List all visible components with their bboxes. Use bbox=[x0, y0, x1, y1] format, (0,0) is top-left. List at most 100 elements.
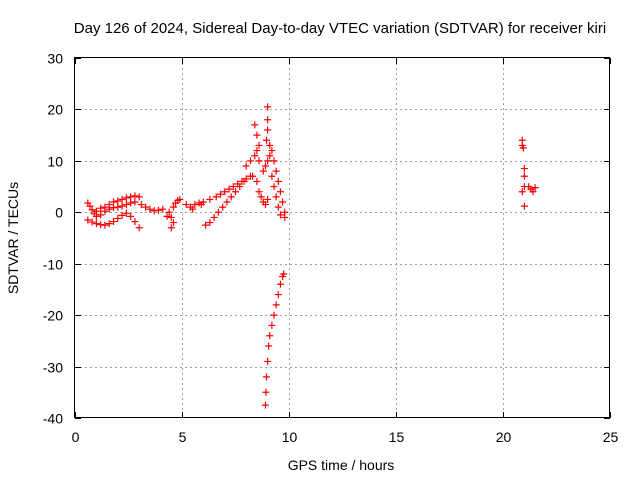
data-point bbox=[122, 201, 130, 209]
data-point bbox=[274, 203, 282, 211]
data-point bbox=[210, 213, 218, 221]
data-point bbox=[84, 216, 92, 224]
data-point bbox=[101, 221, 109, 229]
data-point bbox=[225, 185, 233, 193]
data-point bbox=[251, 152, 259, 160]
data-point bbox=[264, 157, 272, 165]
data-point bbox=[146, 205, 154, 213]
y-tick-label: 20 bbox=[47, 102, 63, 118]
data-point bbox=[266, 332, 274, 340]
data-point bbox=[131, 198, 139, 206]
y-tick-label: 0 bbox=[55, 205, 63, 221]
data-point bbox=[253, 131, 261, 139]
data-point bbox=[253, 177, 261, 185]
x-tick-label: 15 bbox=[389, 429, 405, 445]
data-point bbox=[223, 198, 231, 206]
data-point bbox=[97, 204, 105, 212]
data-point bbox=[182, 201, 190, 209]
data-point bbox=[268, 172, 276, 180]
data-point bbox=[135, 224, 143, 232]
data-point bbox=[264, 357, 272, 365]
data-point bbox=[263, 373, 271, 381]
axis-ticks: 0 5 10 15 20 25 -40 -30 -20 -10 0 10 20 30 bbox=[43, 51, 619, 446]
y-tick-label: 30 bbox=[47, 51, 63, 67]
y-tick-label: -20 bbox=[43, 308, 63, 324]
data-point bbox=[92, 220, 100, 228]
x-tick-label: 10 bbox=[282, 429, 298, 445]
data-point bbox=[270, 183, 278, 191]
data-point bbox=[101, 207, 109, 215]
data-point bbox=[122, 209, 130, 217]
data-point bbox=[206, 219, 214, 227]
data-point bbox=[263, 136, 271, 144]
data-point bbox=[236, 183, 244, 191]
y-tick-label: -10 bbox=[43, 257, 63, 273]
data-point bbox=[105, 205, 113, 213]
data-point bbox=[518, 188, 526, 196]
data-point bbox=[92, 207, 100, 215]
data-point bbox=[127, 193, 135, 201]
data-point bbox=[270, 311, 278, 319]
data-point bbox=[227, 193, 235, 201]
data-point bbox=[264, 195, 272, 203]
data-point bbox=[280, 270, 288, 278]
data-point bbox=[206, 195, 214, 203]
x-tick-label: 25 bbox=[603, 429, 619, 445]
data-point bbox=[264, 116, 272, 124]
data-point bbox=[118, 195, 126, 203]
data-point bbox=[272, 167, 280, 175]
data-point bbox=[110, 218, 118, 226]
data-point bbox=[88, 206, 96, 214]
data-point bbox=[264, 103, 272, 111]
data-point bbox=[86, 202, 94, 210]
data-point bbox=[270, 157, 278, 165]
data-point bbox=[276, 280, 284, 288]
data-point bbox=[264, 126, 272, 134]
data-point bbox=[114, 197, 122, 205]
data-point bbox=[189, 205, 197, 213]
data-point bbox=[105, 220, 113, 228]
data-point bbox=[118, 202, 126, 210]
data-point bbox=[135, 193, 143, 201]
data-point bbox=[114, 214, 122, 222]
data-point bbox=[154, 206, 162, 214]
data-point bbox=[519, 144, 527, 152]
data-point bbox=[266, 141, 274, 149]
data-point bbox=[279, 198, 287, 206]
x-tick-label: 5 bbox=[179, 429, 187, 445]
data-point bbox=[261, 401, 269, 409]
data-point bbox=[262, 388, 270, 396]
data-point bbox=[219, 203, 227, 211]
data-point bbox=[272, 193, 280, 201]
data-points bbox=[84, 103, 539, 409]
data-point bbox=[118, 211, 126, 219]
data-point bbox=[165, 208, 173, 216]
data-point bbox=[268, 147, 276, 155]
data-point bbox=[217, 190, 225, 198]
data-point bbox=[255, 188, 263, 196]
x-axis-label: GPS time / hours bbox=[288, 457, 395, 473]
data-point bbox=[163, 212, 171, 220]
data-point bbox=[214, 208, 222, 216]
data-point bbox=[127, 212, 135, 220]
data-point bbox=[167, 213, 175, 221]
data-point bbox=[255, 141, 263, 149]
data-point bbox=[242, 162, 250, 170]
data-point bbox=[176, 195, 184, 203]
y-tick-label: -30 bbox=[43, 360, 63, 376]
data-point bbox=[97, 211, 105, 219]
data-point bbox=[266, 152, 274, 160]
y-tick-label: -40 bbox=[43, 411, 63, 427]
data-point bbox=[221, 188, 229, 196]
data-point bbox=[529, 188, 537, 196]
data-point bbox=[274, 177, 282, 185]
data-point bbox=[159, 205, 167, 213]
data-point bbox=[255, 157, 263, 165]
data-point bbox=[127, 199, 135, 207]
data-point bbox=[520, 172, 528, 180]
data-point bbox=[268, 321, 276, 329]
data-point bbox=[169, 219, 177, 227]
data-point bbox=[212, 193, 220, 201]
data-point bbox=[232, 188, 239, 196]
